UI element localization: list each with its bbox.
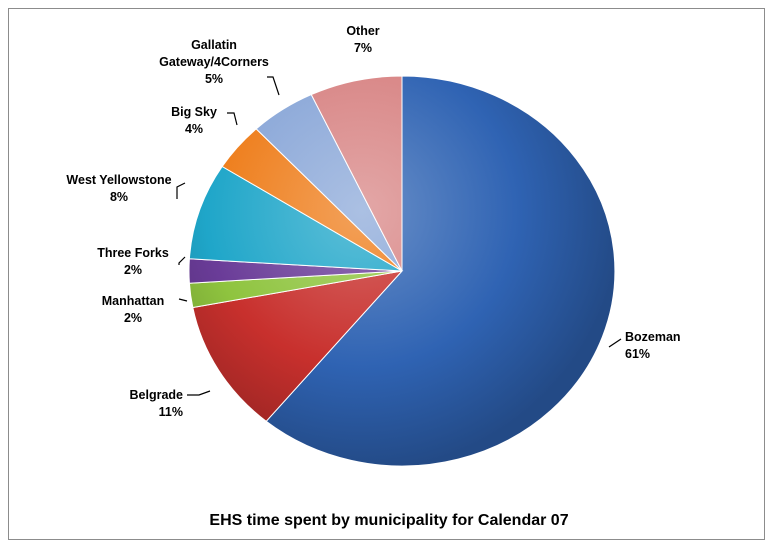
chart-frame: Bozeman 61% Belgrade 11% Manhattan 2% Three Fo… (8, 8, 765, 540)
pie-chart: Bozeman 61% Belgrade 11% Manhattan 2% Three Fo… (66, 24, 680, 529)
leader-line-manhattan (178, 298, 188, 302)
slice-bozeman (265, 75, 616, 467)
leader-line-bozeman (608, 338, 622, 348)
leader-line-belgrade (187, 390, 211, 396)
leader-line-three-forks (178, 256, 186, 265)
slice-label-gallatin-gateway-4corners: Gallatin Gateway/4Corners 5% (159, 38, 269, 86)
slice-belgrade (192, 270, 404, 422)
leader-line-west-yellowstone (176, 182, 186, 199)
leader-line-gallatin-gateway-4corners (267, 76, 280, 96)
slice-label-bozeman: Bozeman 61% (625, 330, 681, 361)
slice-label-big-sky: Big Sky 4% (171, 105, 217, 136)
leader-line-big-sky (227, 112, 238, 126)
slice-label-west-yellowstone: West Yellowstone 8% (66, 173, 171, 204)
slice-label-manhattan: Manhattan 2% (102, 294, 165, 325)
slice-label-three-forks: Three Forks 2% (97, 246, 169, 277)
slice-west-yellowstone (188, 165, 403, 272)
slice-label-belgrade: Belgrade 11% (130, 388, 184, 419)
chart-title: EHS time spent by municipality for Calen… (209, 512, 568, 529)
slice-label-other: Other 7% (346, 24, 379, 55)
pie-slices (188, 75, 616, 467)
slice-other (310, 75, 403, 272)
slice-labels: Bozeman 61% Belgrade 11% Manhattan 2% Three Fo… (66, 24, 680, 419)
